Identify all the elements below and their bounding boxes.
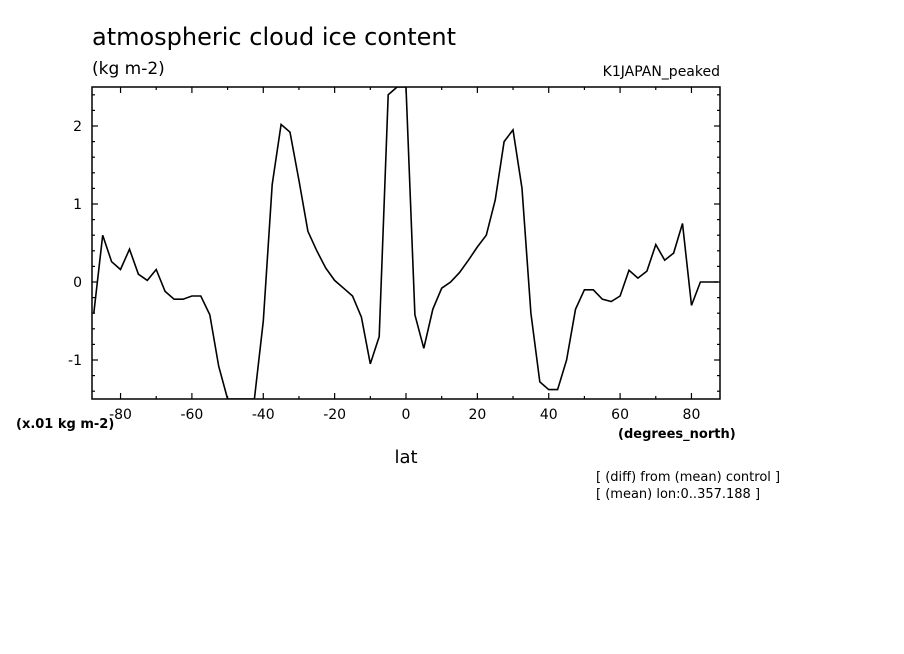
chart-title: atmospheric cloud ice content (92, 23, 456, 51)
plot-layer: -80 -60 -40 -20 0 20 40 60 80 -1 0 1 2 (68, 87, 720, 423)
chart-units: (kg m-2) (92, 59, 165, 79)
y-tick-label: 0 (73, 275, 82, 291)
x-tick-label: 40 (540, 407, 558, 423)
y-tick-label: -1 (68, 353, 82, 369)
x-tick-label: -40 (252, 407, 275, 423)
x-tick-label: 80 (683, 407, 701, 423)
diff-note: [ (diff) from (mean) control ] (596, 470, 780, 485)
x-tick-label: -60 (180, 407, 203, 423)
x-tick-label: -20 (323, 407, 346, 423)
plot-frame (91, 86, 721, 400)
y-scale-note: (x.01 kg m-2) (16, 417, 114, 432)
x-units-label: (degrees_north) (618, 427, 736, 442)
x-tick-label: -80 (109, 407, 132, 423)
y-tick-label: 2 (73, 119, 82, 135)
x-tick-label: 0 (402, 407, 411, 423)
mean-note: [ (mean) lon:0..357.188 ] (596, 487, 760, 502)
x-tick-label: 20 (468, 407, 486, 423)
x-axis-label: lat (394, 447, 417, 468)
experiment-label: K1JAPAN_peaked (603, 64, 720, 80)
data-series-line (93, 87, 719, 399)
x-tick-label: 60 (611, 407, 629, 423)
y-tick-label: 1 (73, 197, 82, 213)
